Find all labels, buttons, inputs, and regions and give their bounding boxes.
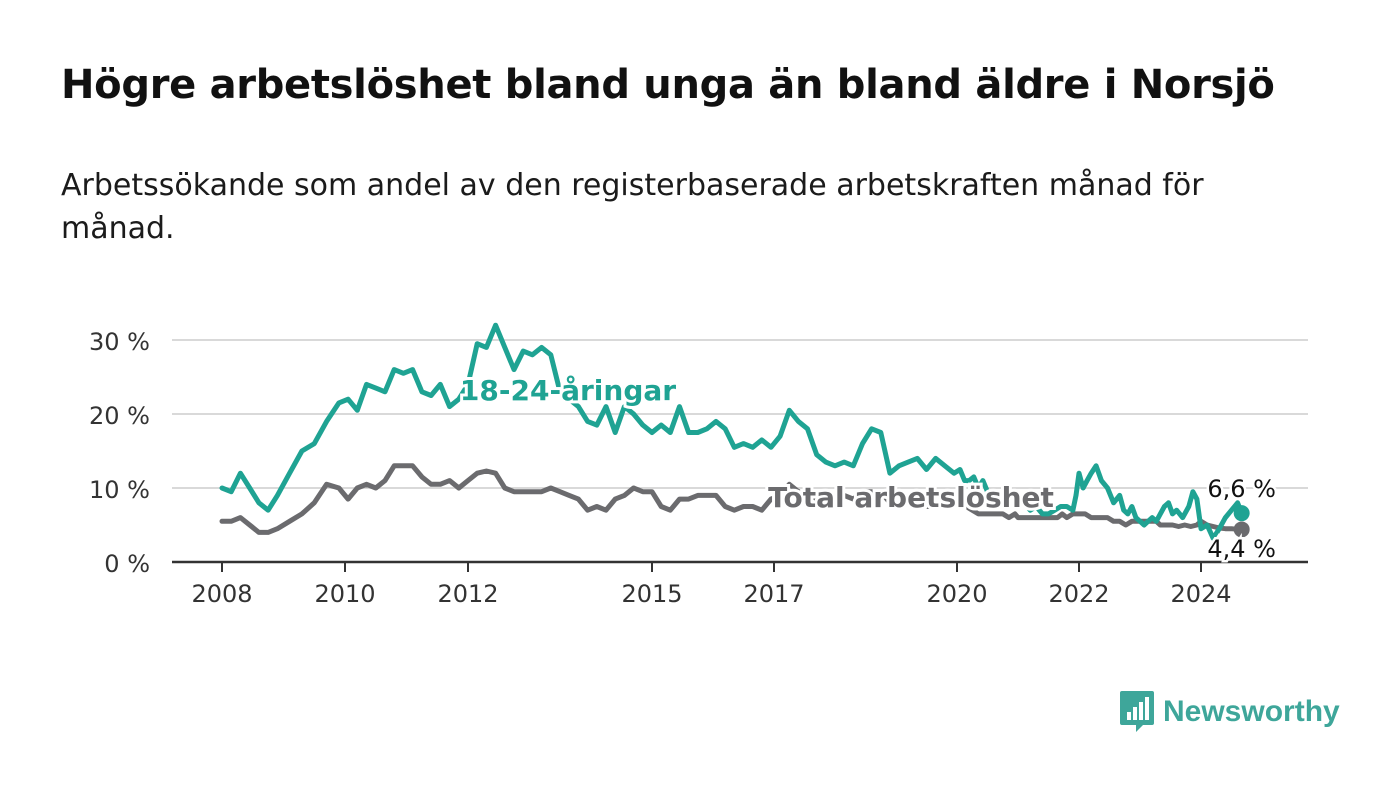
x-tick-label: 2015 [621,580,682,608]
x-tick-label: 2020 [926,580,987,608]
y-tick-label: 0 % [104,550,150,578]
x-tick-label: 2012 [437,580,498,608]
series-label: Total arbetslöshet [768,481,1054,514]
end-value-label: 6,6 % [1207,475,1276,503]
newsworthy-logo-icon [1120,691,1154,732]
series-end-point [1233,505,1250,522]
x-tick-label: 2010 [314,580,375,608]
end-value-label: 4,4 % [1207,535,1276,563]
series-line-1 [219,463,1245,535]
x-tick-label: 2024 [1170,580,1231,608]
x-tick-label: 2008 [191,580,252,608]
series-label: 18-24-åringar [460,374,676,407]
y-tick-label: 10 % [89,476,150,504]
y-tick-label: 20 % [89,402,150,430]
chart-subtitle: Arbetssökande som andel av den registerb… [61,168,1204,246]
newsworthy-logo: Newsworthy [1119,690,1340,734]
brand-name: Newsworthy [1163,695,1340,728]
series-end-point [1233,521,1250,538]
chart-title: Högre arbetslöshet bland unga än bland ä… [61,62,1275,108]
x-tick-label: 2017 [743,580,804,608]
y-tick-label: 30 % [89,328,150,356]
series-line-0 [219,322,1245,541]
x-tick-label: 2022 [1048,580,1109,608]
